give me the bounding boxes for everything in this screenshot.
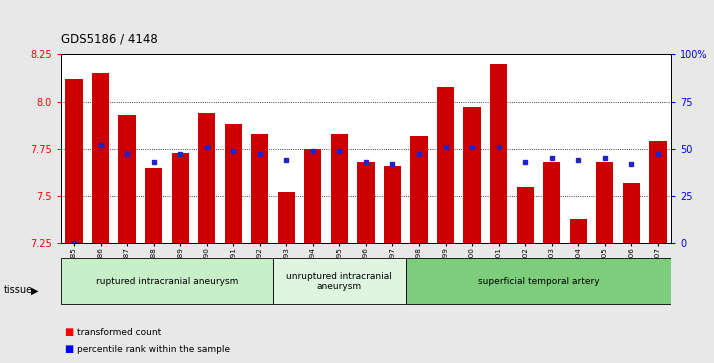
Bar — [331, 134, 348, 243]
Bar — [490, 64, 507, 243]
Text: tissue: tissue — [4, 285, 33, 295]
Bar — [251, 134, 268, 243]
Bar — [278, 192, 295, 243]
Text: ■: ■ — [64, 344, 74, 354]
Bar — [411, 136, 428, 243]
Bar — [61, 258, 273, 304]
Bar — [623, 183, 640, 243]
Text: unruptured intracranial
aneurysm: unruptured intracranial aneurysm — [286, 272, 392, 291]
Bar — [516, 187, 534, 243]
Text: transformed count: transformed count — [77, 328, 161, 337]
Bar — [225, 124, 242, 243]
Bar — [543, 162, 560, 243]
Text: superficial temporal artery: superficial temporal artery — [478, 277, 599, 286]
Bar — [406, 258, 671, 304]
Bar — [384, 166, 401, 243]
Bar — [357, 162, 375, 243]
Bar — [437, 86, 454, 243]
Bar — [649, 141, 666, 243]
Text: ■: ■ — [64, 327, 74, 337]
Bar — [171, 152, 188, 243]
Bar — [145, 168, 162, 243]
Text: ▶: ▶ — [31, 285, 39, 295]
Text: percentile rank within the sample: percentile rank within the sample — [77, 345, 230, 354]
Bar — [570, 219, 587, 243]
Bar — [463, 107, 481, 243]
Bar — [198, 113, 216, 243]
Bar — [92, 73, 109, 243]
Text: GDS5186 / 4148: GDS5186 / 4148 — [61, 32, 158, 45]
Bar — [119, 115, 136, 243]
Bar — [596, 162, 613, 243]
Text: ruptured intracranial aneurysm: ruptured intracranial aneurysm — [96, 277, 238, 286]
Bar — [304, 149, 321, 243]
Bar — [66, 79, 83, 243]
Bar — [273, 258, 406, 304]
